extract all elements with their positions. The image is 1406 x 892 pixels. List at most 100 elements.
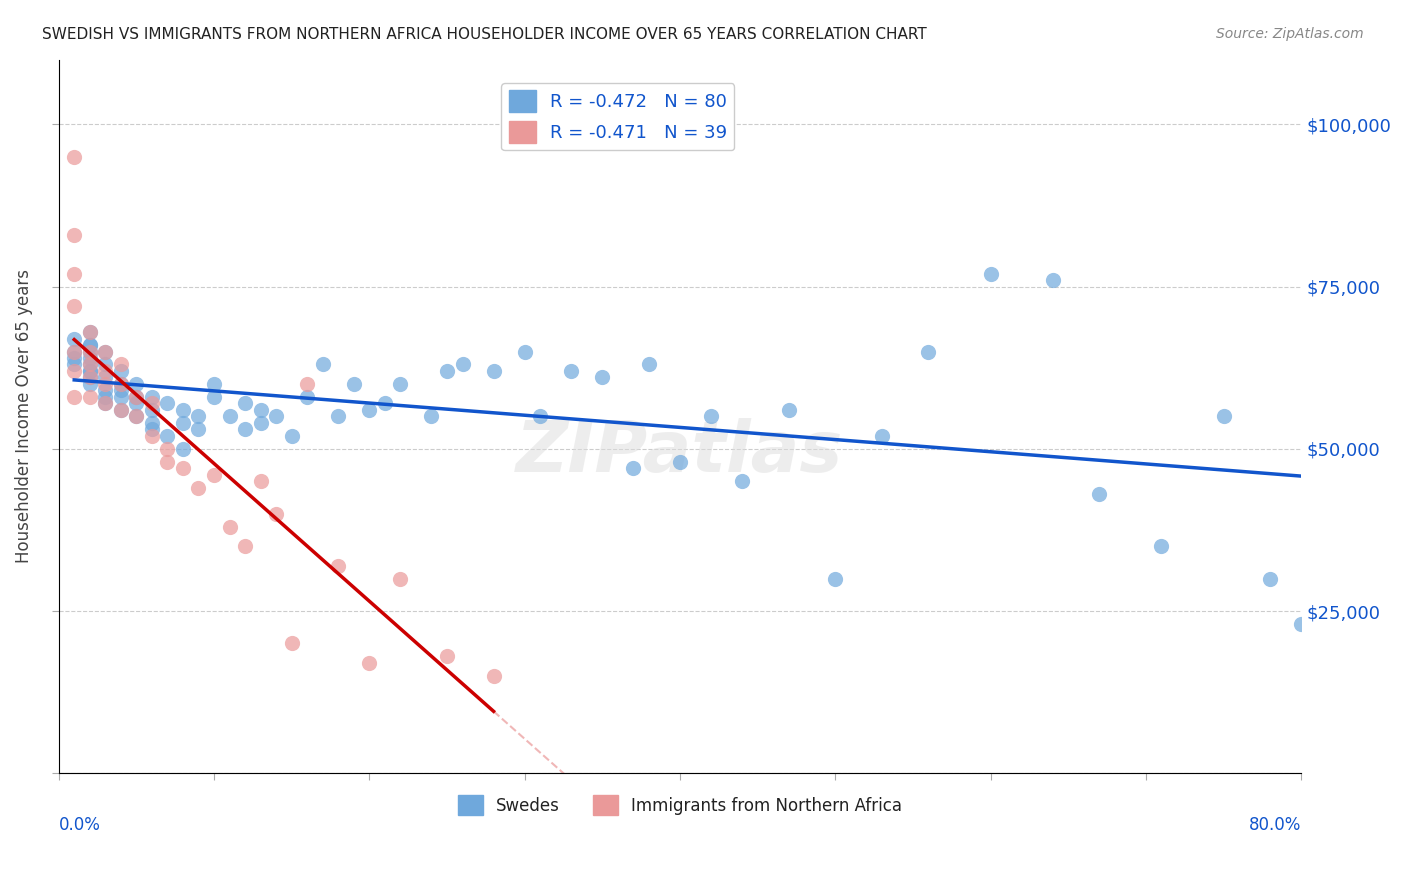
Point (63, 390, 86, 404)
Point (141, 390, 163, 404)
Point (156, 429, 179, 443)
Point (280, 429, 302, 443)
Point (79, 325, 101, 339)
Point (79, 325, 101, 339)
Point (328, 409, 350, 424)
Point (63, 358, 86, 372)
Point (110, 390, 132, 404)
Point (295, 376, 318, 391)
Point (249, 403, 271, 417)
Point (529, 409, 551, 424)
Point (482, 364, 505, 378)
Point (1042, 273, 1064, 287)
Point (94, 364, 117, 378)
Point (1088, 487, 1111, 501)
Point (669, 455, 692, 469)
Point (202, 376, 225, 391)
Point (436, 649, 458, 664)
Point (249, 416, 271, 430)
Point (172, 416, 194, 430)
Point (700, 409, 723, 424)
Point (218, 519, 240, 533)
Point (233, 539, 256, 553)
Text: 80.0%: 80.0% (1249, 816, 1302, 834)
Point (141, 429, 163, 443)
Text: 0.0%: 0.0% (59, 816, 101, 834)
Point (141, 403, 163, 417)
Point (389, 572, 412, 586)
Point (202, 467, 225, 482)
Point (79, 344, 101, 359)
Point (264, 507, 287, 521)
Point (79, 390, 101, 404)
Point (110, 403, 132, 417)
Point (94, 396, 117, 410)
Y-axis label: Householder Income Over 65 years: Householder Income Over 65 years (15, 269, 32, 564)
Point (1291, 617, 1313, 632)
Point (141, 416, 163, 430)
Point (94, 344, 117, 359)
Point (79, 364, 101, 378)
Point (280, 636, 302, 650)
Point (156, 442, 179, 456)
Point (1212, 409, 1234, 424)
Point (374, 396, 396, 410)
Point (1150, 539, 1173, 553)
Point (79, 358, 101, 372)
Point (980, 267, 1002, 281)
Point (359, 403, 381, 417)
Point (187, 422, 209, 436)
Point (110, 364, 132, 378)
Point (172, 461, 194, 475)
Point (187, 481, 209, 495)
Point (141, 422, 163, 436)
Point (233, 422, 256, 436)
Point (63, 351, 86, 365)
Point (125, 376, 148, 391)
Point (94, 384, 117, 398)
Point (172, 403, 194, 417)
Point (125, 390, 148, 404)
Point (141, 396, 163, 410)
Point (110, 358, 132, 372)
Point (63, 299, 86, 313)
Point (79, 344, 101, 359)
Point (79, 338, 101, 352)
Point (343, 376, 366, 391)
Point (870, 429, 893, 443)
Text: ZIPatlas: ZIPatlas (516, 417, 844, 486)
Point (451, 358, 474, 372)
Text: Source: ZipAtlas.com: Source: ZipAtlas.com (1216, 27, 1364, 41)
Point (560, 364, 582, 378)
Point (94, 396, 117, 410)
Point (778, 403, 800, 417)
Point (79, 376, 101, 391)
Point (1258, 572, 1281, 586)
Point (79, 364, 101, 378)
Point (63, 344, 86, 359)
Point (420, 409, 443, 424)
Point (591, 370, 613, 384)
Point (79, 358, 101, 372)
Point (110, 376, 132, 391)
Point (110, 376, 132, 391)
Point (63, 227, 86, 242)
Point (218, 409, 240, 424)
Point (79, 338, 101, 352)
Point (94, 376, 117, 391)
Point (63, 364, 86, 378)
Point (389, 376, 412, 391)
Point (110, 384, 132, 398)
Point (328, 558, 350, 573)
Point (94, 390, 117, 404)
Point (156, 396, 179, 410)
Point (94, 344, 117, 359)
Point (917, 344, 939, 359)
Point (359, 656, 381, 670)
Point (249, 475, 271, 489)
Point (125, 409, 148, 424)
Point (79, 351, 101, 365)
Point (63, 344, 86, 359)
Point (187, 409, 209, 424)
Point (312, 358, 335, 372)
